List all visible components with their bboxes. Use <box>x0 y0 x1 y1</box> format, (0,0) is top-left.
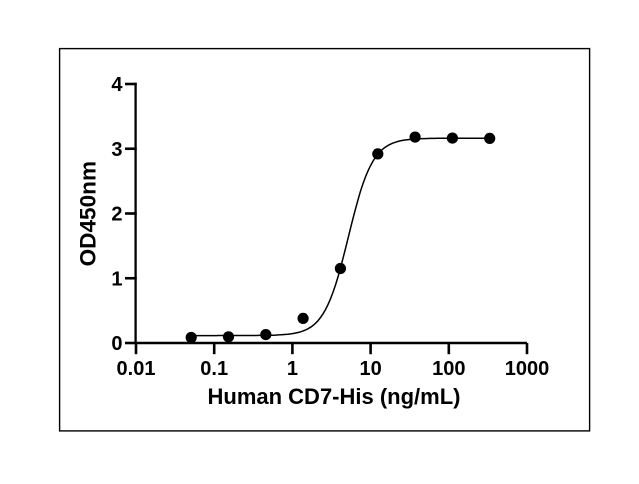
svg-text:0: 0 <box>111 333 122 355</box>
svg-text:OD450nm: OD450nm <box>76 161 101 266</box>
svg-text:0.01: 0.01 <box>117 358 156 380</box>
svg-text:10: 10 <box>359 358 381 380</box>
svg-text:1000: 1000 <box>505 358 550 380</box>
svg-text:Human CD7-His (ng/mL): Human CD7-His (ng/mL) <box>208 384 461 409</box>
svg-text:4: 4 <box>111 74 123 96</box>
svg-text:1: 1 <box>287 358 298 380</box>
svg-text:0.1: 0.1 <box>200 358 228 380</box>
svg-text:2: 2 <box>111 204 122 226</box>
svg-text:1: 1 <box>111 268 122 290</box>
svg-text:3: 3 <box>111 139 122 161</box>
svg-text:100: 100 <box>432 358 465 380</box>
